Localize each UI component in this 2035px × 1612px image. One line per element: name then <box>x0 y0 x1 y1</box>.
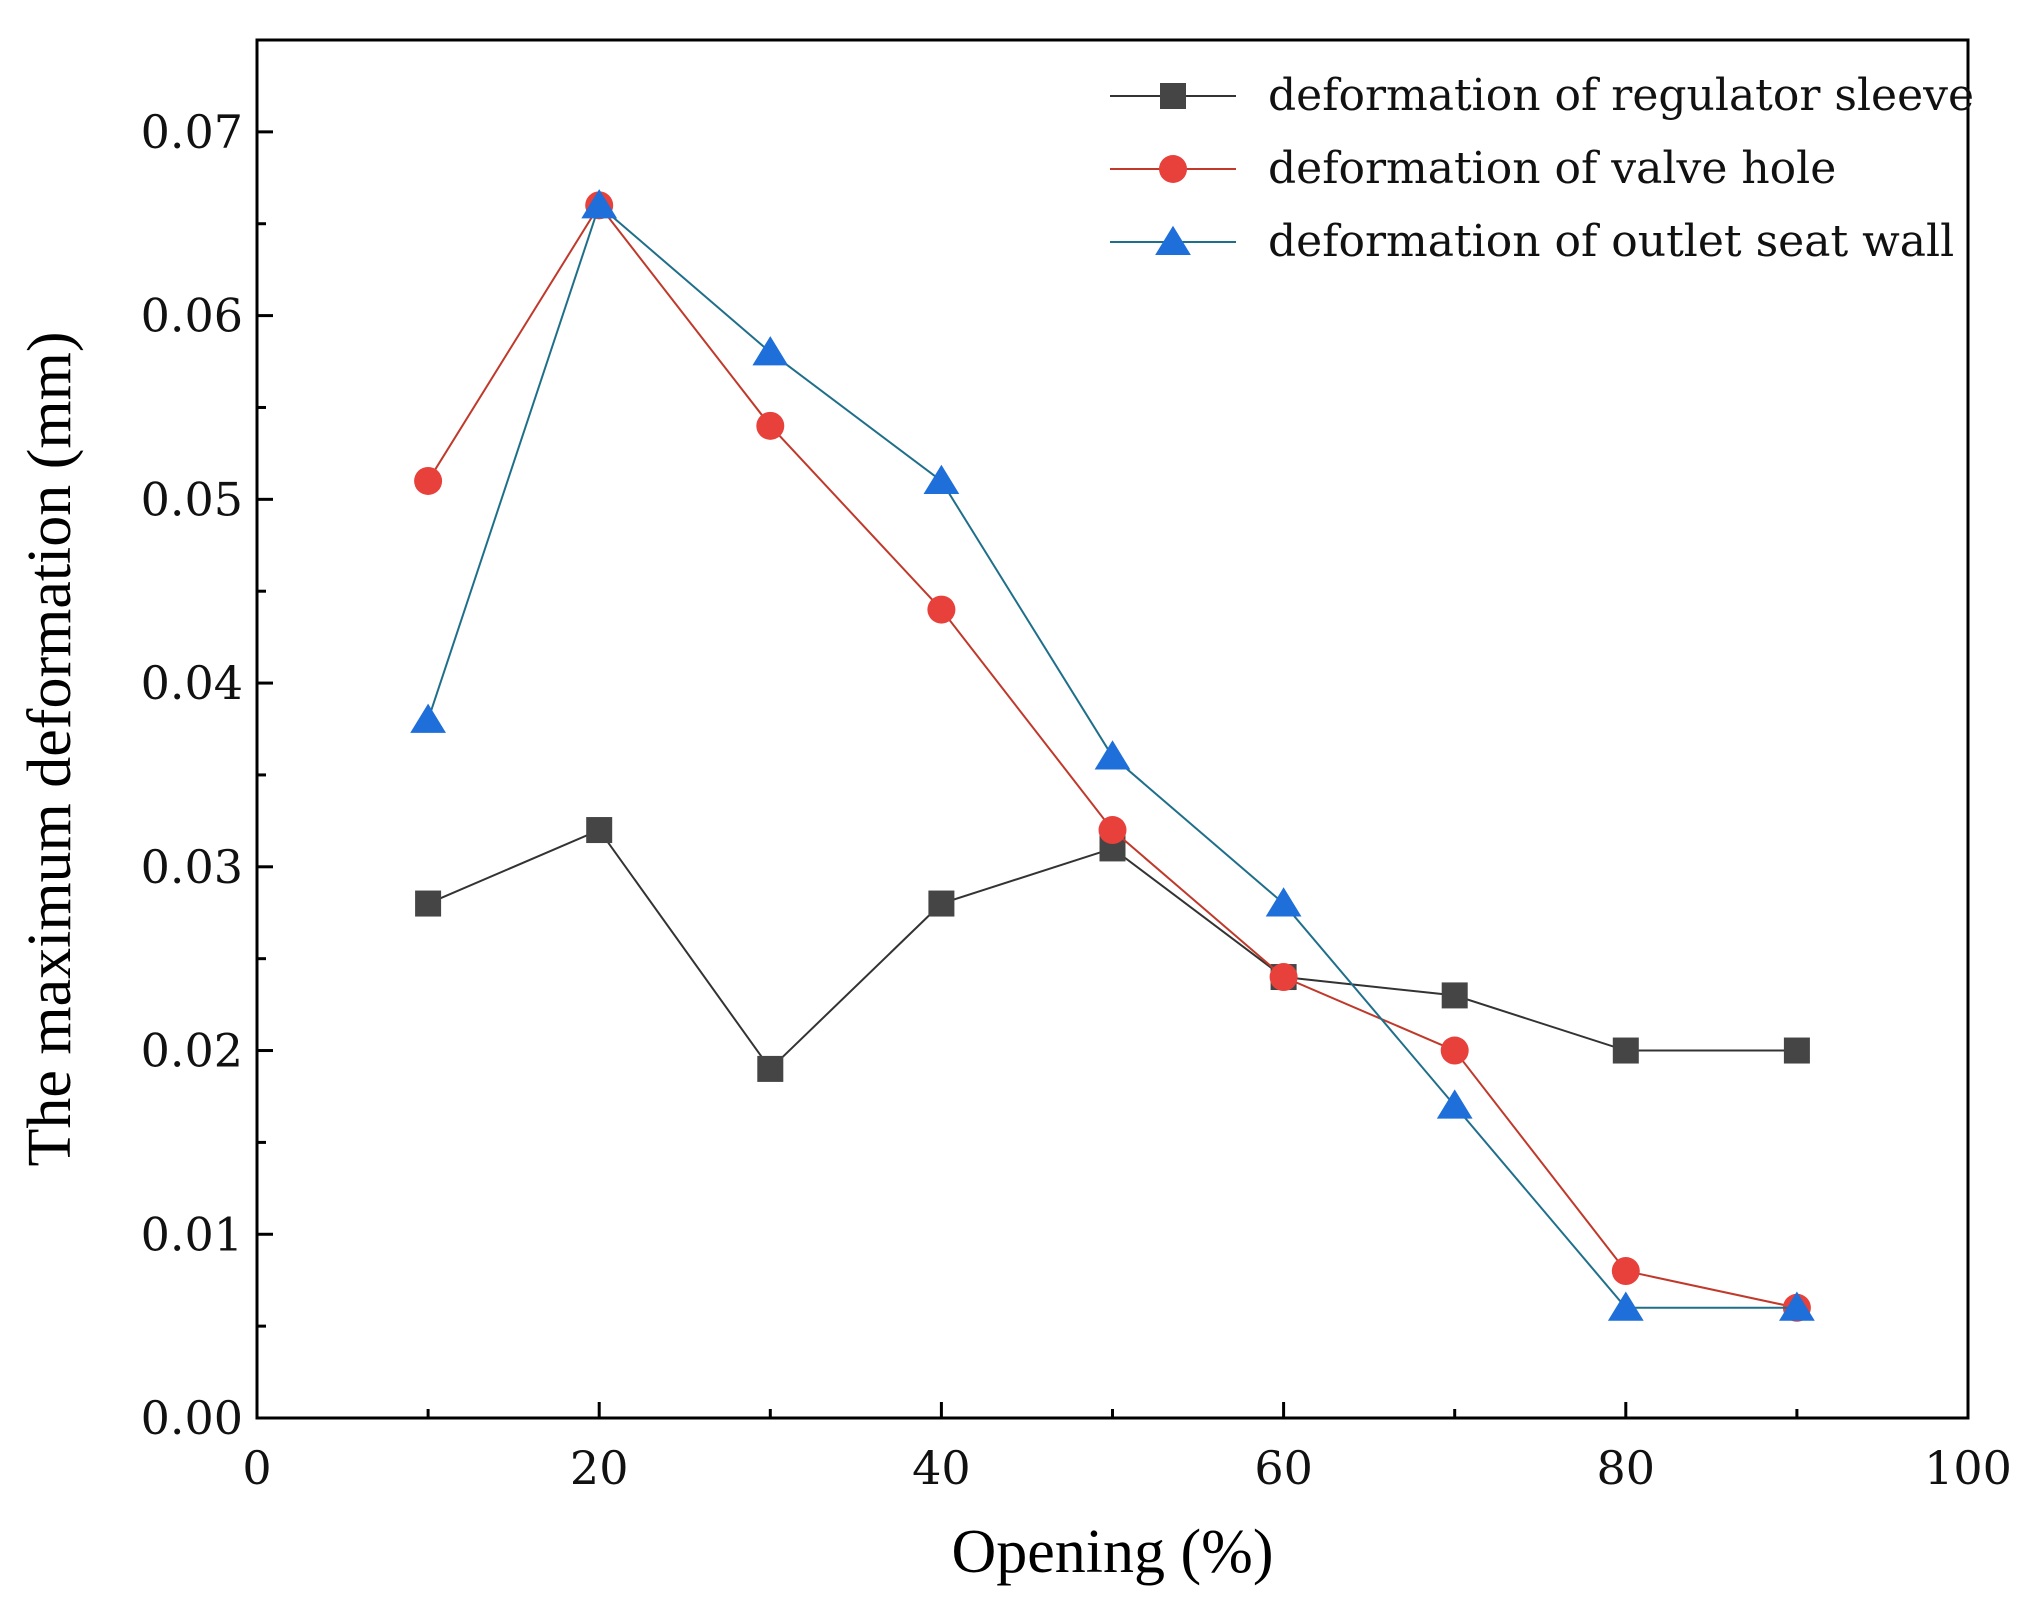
data-point-circle <box>1269 963 1298 992</box>
series-layer <box>410 189 1815 1322</box>
data-point-circle <box>1440 1036 1469 1065</box>
data-point-triangle <box>410 703 446 733</box>
legend: deformation of regulator sleeve deformati… <box>1110 70 1974 267</box>
y-axis-title: The maximum deformation (mm) <box>16 331 84 1166</box>
data-point-circle <box>927 595 956 624</box>
y-tick-label: 0.07 <box>141 105 243 159</box>
legend-label: deformation of outlet seat wall <box>1268 216 1954 267</box>
series-deformation-of-outlet-seat-wall <box>410 189 1815 1321</box>
data-point-triangle <box>1265 887 1302 917</box>
data-point-triangle <box>1607 1291 1644 1321</box>
data-point-square <box>1612 1037 1639 1064</box>
y-tick-label: 0.03 <box>141 840 243 894</box>
data-point-triangle <box>752 336 789 366</box>
y-tick-label: 0.02 <box>141 1024 243 1078</box>
x-axis: 0 20 40 60 80 100 <box>242 1402 2012 1495</box>
data-point-circle <box>1159 155 1187 183</box>
data-point-circle <box>1611 1257 1640 1286</box>
y-tick-label: 0.00 <box>141 1391 243 1445</box>
data-point-circle <box>414 466 443 495</box>
y-tick-label: 0.04 <box>141 656 243 710</box>
x-tick-label: 20 <box>570 1441 629 1495</box>
legend-item-deformation-of-regulator-sleeve: deformation of regulator sleeve <box>1110 70 1974 121</box>
legend-label: deformation of valve hole <box>1268 143 1836 194</box>
y-axis: 0.00 0.01 0.02 0.03 0.04 0.05 0.06 0.07 <box>141 105 273 1445</box>
data-point-square <box>1160 83 1186 109</box>
x-tick-label: 0 <box>242 1441 271 1495</box>
x-tick-label: 80 <box>1597 1441 1656 1495</box>
data-point-triangle <box>1155 225 1191 255</box>
x-tick-label: 40 <box>912 1441 971 1495</box>
y-tick-label: 0.06 <box>141 289 243 343</box>
data-point-triangle <box>1779 1291 1815 1321</box>
y-tick-label: 0.05 <box>141 472 243 526</box>
x-tick-label: 60 <box>1254 1441 1313 1495</box>
x-axis-title: Opening (%) <box>952 1518 1274 1586</box>
data-point-triangle <box>581 189 618 219</box>
legend-item-deformation-of-outlet-seat-wall: deformation of outlet seat wall <box>1110 216 1954 267</box>
data-point-square <box>415 890 442 917</box>
data-point-triangle <box>1436 1089 1473 1119</box>
data-point-square <box>586 817 613 844</box>
data-point-circle <box>1098 816 1127 845</box>
data-point-circle <box>756 411 785 440</box>
legend-item-deformation-of-valve-hole: deformation of valve hole <box>1110 143 1836 194</box>
legend-label: deformation of regulator sleeve <box>1268 70 1974 121</box>
data-point-square <box>757 1055 784 1082</box>
y-tick-label: 0.01 <box>141 1207 243 1261</box>
data-point-triangle <box>1094 740 1131 770</box>
data-point-square <box>1783 1037 1810 1064</box>
data-point-triangle <box>923 464 960 494</box>
data-point-square <box>928 890 955 917</box>
data-point-square <box>1441 982 1468 1009</box>
x-tick-label: 100 <box>1924 1441 2012 1495</box>
